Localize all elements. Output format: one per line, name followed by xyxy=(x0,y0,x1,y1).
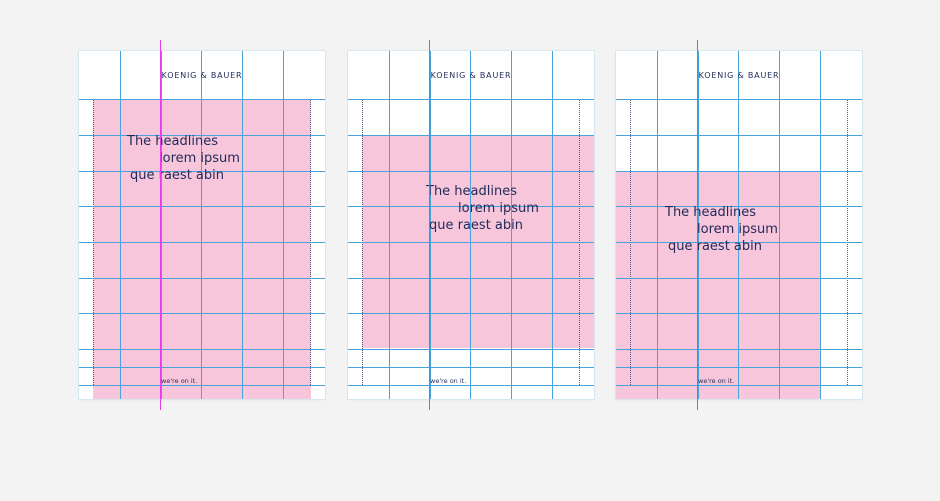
grid-row-line xyxy=(348,385,594,386)
layout-page-3: KOENIG & BAUER The headlines lorem ipsum… xyxy=(615,50,863,400)
headline-line-1: The headlines xyxy=(665,205,756,220)
grid-column-line xyxy=(779,51,780,399)
grid-row-line xyxy=(616,206,862,207)
grid-row-line xyxy=(79,171,325,172)
magenta-guide-line-2 xyxy=(429,40,430,410)
grid-row-line xyxy=(616,278,862,279)
grid-column-line xyxy=(657,51,658,399)
layout-page-1: KOENIG & BAUER The headlines lorem ipsum… xyxy=(78,50,326,400)
headline-line-2: lorem ipsum xyxy=(458,201,539,216)
grid-column-line xyxy=(389,51,390,399)
layout-page-2: KOENIG & BAUER The headlines lorem ipsum… xyxy=(347,50,595,400)
headline-line-2: lorem ipsum xyxy=(697,222,778,237)
headline-line-1: The headlines xyxy=(127,134,218,149)
grid-row-line xyxy=(616,313,862,314)
grid-column-line xyxy=(470,51,471,399)
tagline: we're on it. xyxy=(430,377,467,385)
grid-row-line xyxy=(348,278,594,279)
grid-row-line xyxy=(348,242,594,243)
magenta-guide-line-1 xyxy=(160,40,161,410)
grid-row-line xyxy=(348,135,594,136)
grid-column-line xyxy=(120,51,121,399)
grid-row-line xyxy=(348,206,594,207)
grid-row-line xyxy=(616,349,862,350)
grid-row-line xyxy=(79,135,325,136)
grid-row-line xyxy=(616,367,862,368)
grid-row-line xyxy=(79,278,325,279)
logo: KOENIG & BAUER xyxy=(698,71,780,80)
pink-content-block xyxy=(362,135,594,348)
grid-column-line xyxy=(430,51,431,399)
grid-column-line xyxy=(698,51,699,399)
headline: The headlines lorem ipsum que raest abin xyxy=(127,133,240,184)
headline: The headlines lorem ipsum que raest abin xyxy=(665,204,778,255)
headline-line-3: que raest abin xyxy=(668,239,763,254)
magenta-guide-line-3 xyxy=(697,40,698,410)
headline-line-1: The headlines xyxy=(426,184,517,199)
grid-row-line xyxy=(79,242,325,243)
grid-row-line xyxy=(79,385,325,386)
grid-row-line xyxy=(79,206,325,207)
grid-column-line xyxy=(511,51,512,399)
grid-row-line xyxy=(616,385,862,386)
headline-line-3: que raest abin xyxy=(130,168,225,183)
grid-column-line xyxy=(242,51,243,399)
grid-row-line xyxy=(348,171,594,172)
tagline: we're on it. xyxy=(698,377,735,385)
grid-column-line xyxy=(201,51,202,399)
grid-column-line xyxy=(820,51,821,399)
grid-column-line xyxy=(161,51,162,399)
grid-row-line xyxy=(79,313,325,314)
grid-row-line xyxy=(348,367,594,368)
grid-row-line xyxy=(79,349,325,350)
grid-row-line xyxy=(616,171,862,172)
grid-row-line xyxy=(348,313,594,314)
grid-column-line xyxy=(552,51,553,399)
headline-line-3: que raest abin xyxy=(429,218,524,233)
grid-row-line xyxy=(616,242,862,243)
tagline: we're on it. xyxy=(161,377,198,385)
pink-content-block xyxy=(616,171,821,399)
grid-row-line xyxy=(616,135,862,136)
grid-row-line xyxy=(348,349,594,350)
grid-row-line xyxy=(79,99,325,100)
headline: The headlines lorem ipsum que raest abin xyxy=(426,183,539,234)
grid-row-line xyxy=(79,367,325,368)
grid-row-line xyxy=(348,99,594,100)
grid-column-line xyxy=(738,51,739,399)
grid-row-line xyxy=(616,99,862,100)
logo: KOENIG & BAUER xyxy=(161,71,243,80)
logo: KOENIG & BAUER xyxy=(430,71,512,80)
headline-line-2: lorem ipsum xyxy=(159,151,240,166)
grid-column-line xyxy=(283,51,284,399)
